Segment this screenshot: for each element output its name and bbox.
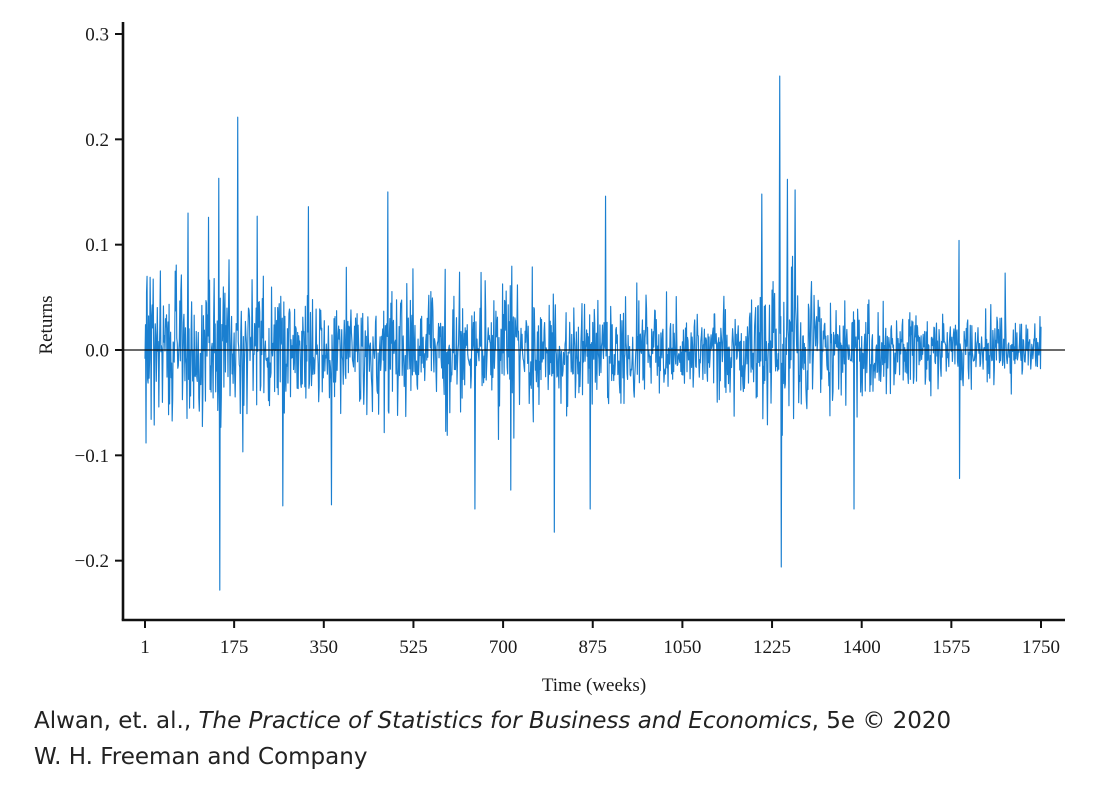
y-axis-title: Returns [36,295,57,354]
y-tick-label: −0.1 [75,446,109,467]
credit-book-title: The Practice of Statistics for Business … [198,708,812,734]
returns-chart: −0.2 −0.1 0.0 0.1 0.2 0.3 1 175 350 525 700 875 1050… [36,22,1065,696]
x-tick-label: 875 [578,637,607,658]
y-tick-label: 0.2 [85,130,109,151]
y-tick-label: 0.3 [85,25,109,46]
y-tick-label: 0.0 [85,341,109,362]
x-tick-label: 350 [310,637,339,658]
x-tick-label: 1050 [663,637,701,658]
x-tick-label: 700 [489,637,518,658]
y-tick-label: 0.1 [85,235,109,256]
x-tick-label: 1 [140,637,150,658]
axes-layer: −0.2 −0.1 0.0 0.1 0.2 0.3 1 175 350 525 700 875 1050… [75,22,1065,658]
x-tick-label: 1400 [843,637,881,658]
credit-edition: , 5e © 2020 [811,708,952,734]
returns-series-line [144,75,1042,591]
x-tick-label: 175 [220,637,249,658]
series-layer [144,75,1042,591]
x-tick-label: 1750 [1022,637,1060,658]
x-tick-label: 525 [399,637,428,658]
x-axis-title: Time (weeks) [542,675,646,696]
credit-authors: Alwan, et. al., [34,708,199,734]
y-tick-label: −0.2 [75,551,109,572]
credit-line-source: Alwan, et. al., The Practice of Statisti… [34,708,951,734]
x-tick-label: 1575 [932,637,970,658]
x-tick-label: 1225 [753,637,791,658]
credit-publisher: W. H. Freeman and Company [34,744,368,770]
